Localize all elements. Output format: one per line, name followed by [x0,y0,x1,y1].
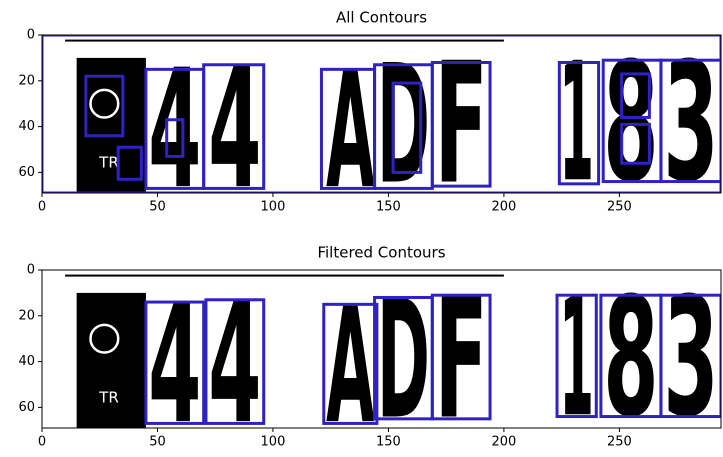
x-tick-label: 250 [607,435,632,450]
contour-box [391,81,423,174]
image-panel: TR 4 4 A D F 1 8 3 [42,262,721,457]
contour-box [620,72,651,119]
contour-box [430,60,492,188]
plate-character: 8 [603,27,658,218]
plate-character: 4 [208,267,261,457]
contour-box [659,58,721,184]
x-tick-label: 200 [491,435,516,450]
x-tick-label: 150 [376,200,401,215]
contour-box [659,293,721,419]
y-tick-label: 40 [18,119,35,134]
x-tick-label: 250 [607,200,632,215]
plate-character: A [326,37,375,224]
contour-box [620,122,651,165]
x-tick-label: 0 [38,435,46,450]
plate-character: A [326,272,375,457]
contour-box [430,293,492,421]
plate-character: 4 [208,32,261,226]
chart-title: Filtered Contours [317,244,445,262]
plate-character: D [377,265,430,456]
plate-character: 3 [663,27,718,218]
y-tick-label: 20 [18,308,35,323]
axes-frame [41,269,722,429]
chart-title: All Contours [336,9,427,27]
y-tick-label: 0 [27,28,35,43]
contour-box [165,118,185,158]
plate-top-edge [65,39,504,42]
x-tick-label: 100 [261,200,286,215]
y-tick-label: 60 [18,400,35,415]
contour-box [116,145,143,181]
country-band [76,292,146,428]
contour-box [84,74,125,138]
x-tick-label: 100 [261,435,286,450]
emblem [89,323,120,354]
contour-box [144,300,206,425]
plate-character: 4 [148,34,201,225]
country-code: TR [98,154,119,172]
x-tick-label: 50 [149,200,166,215]
plate-character: 1 [559,27,594,218]
country-code: TR [98,389,119,407]
plate-character: 1 [559,262,594,453]
y-tick-label: 0 [27,263,35,278]
contour-box [204,298,266,425]
x-tick-label: 150 [376,435,401,450]
y-tick-label: 20 [18,73,35,88]
x-tick-label: 200 [491,200,516,215]
contour-box [322,302,379,425]
contour-box [555,293,598,419]
contour-box [202,63,266,190]
contour-box [557,60,601,186]
x-tick-label: 50 [149,435,166,450]
plate-character: 8 [603,262,658,453]
plate-character: 4 [148,269,201,457]
emblem [89,88,120,119]
plate-top-edge [65,274,504,277]
axes-frame [41,34,722,194]
image-panel: TR 4 4 A D F 1 8 3 [42,27,721,226]
plate-character: 3 [663,262,718,453]
y-tick-label: 40 [18,354,35,369]
plate-character: F [435,263,488,457]
x-tick-label: 0 [38,200,46,215]
country-band [76,57,146,193]
y-tick-label: 60 [18,165,35,180]
